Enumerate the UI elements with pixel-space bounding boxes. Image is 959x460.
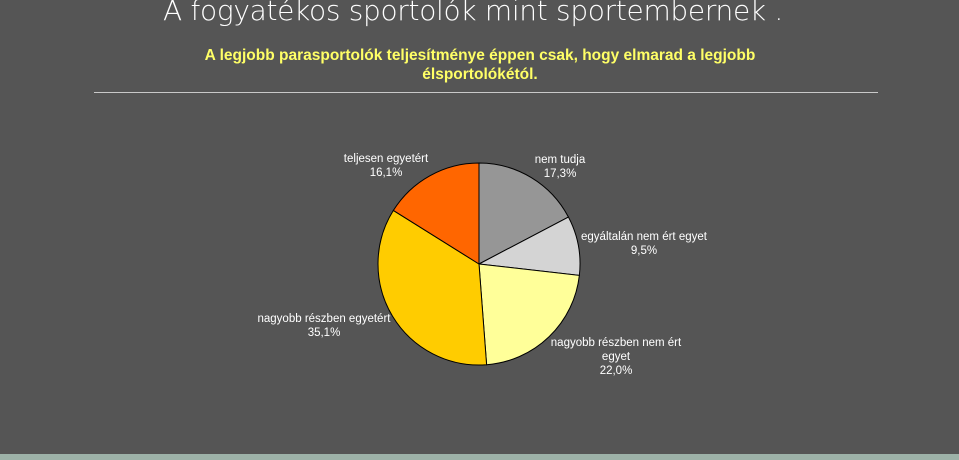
- label-reszben-nem-line1: nagyobb részben nem ért: [551, 337, 682, 349]
- label-nem-tudja-value: 17,3%: [544, 168, 577, 180]
- label-nem-tudja: nem tudja 17,3%: [535, 154, 586, 180]
- slide-title: A fogyatékos sportolók mint sportemberne…: [163, 0, 784, 27]
- chart-title: A legjobb parasportolók teljesítménye ép…: [204, 47, 756, 83]
- pie-slice-2: [478, 263, 580, 366]
- label-nagyobb-reszben-nem-ert-egyet: nagyobb részben nem ért egyet 22,0%: [551, 337, 682, 377]
- pie-slice-3: [377, 209, 488, 366]
- label-nem-tudja-name: nem tudja: [535, 154, 586, 166]
- pie-slice-4: [392, 162, 480, 265]
- label-reszben-nem-value: 22,0%: [600, 365, 633, 377]
- pie-slice-0: [478, 162, 570, 265]
- label-egyaltalan-name: egyáltalán nem ért egyet: [581, 231, 708, 243]
- label-teljesen-value: 16,1%: [370, 167, 403, 179]
- label-teljesen-egyetert: teljesen egyetért 16,1%: [344, 153, 429, 179]
- label-nagyobb-reszben-egyetert: nagyobb részben egyetért 35,1%: [258, 313, 392, 339]
- label-reszben-egyetert-value: 35,1%: [308, 327, 341, 339]
- label-reszben-egyetert-name: nagyobb részben egyetért: [258, 313, 392, 325]
- label-teljesen-name: teljesen egyetért: [344, 153, 429, 165]
- label-egyaltalan-nem-ert-egyet: egyáltalán nem ért egyet 9,5%: [581, 231, 708, 257]
- label-reszben-nem-line2: egyet: [602, 351, 631, 363]
- bottom-accent-bar: [0, 454, 959, 460]
- label-egyaltalan-value: 9,5%: [631, 245, 657, 257]
- title-divider: [94, 92, 878, 93]
